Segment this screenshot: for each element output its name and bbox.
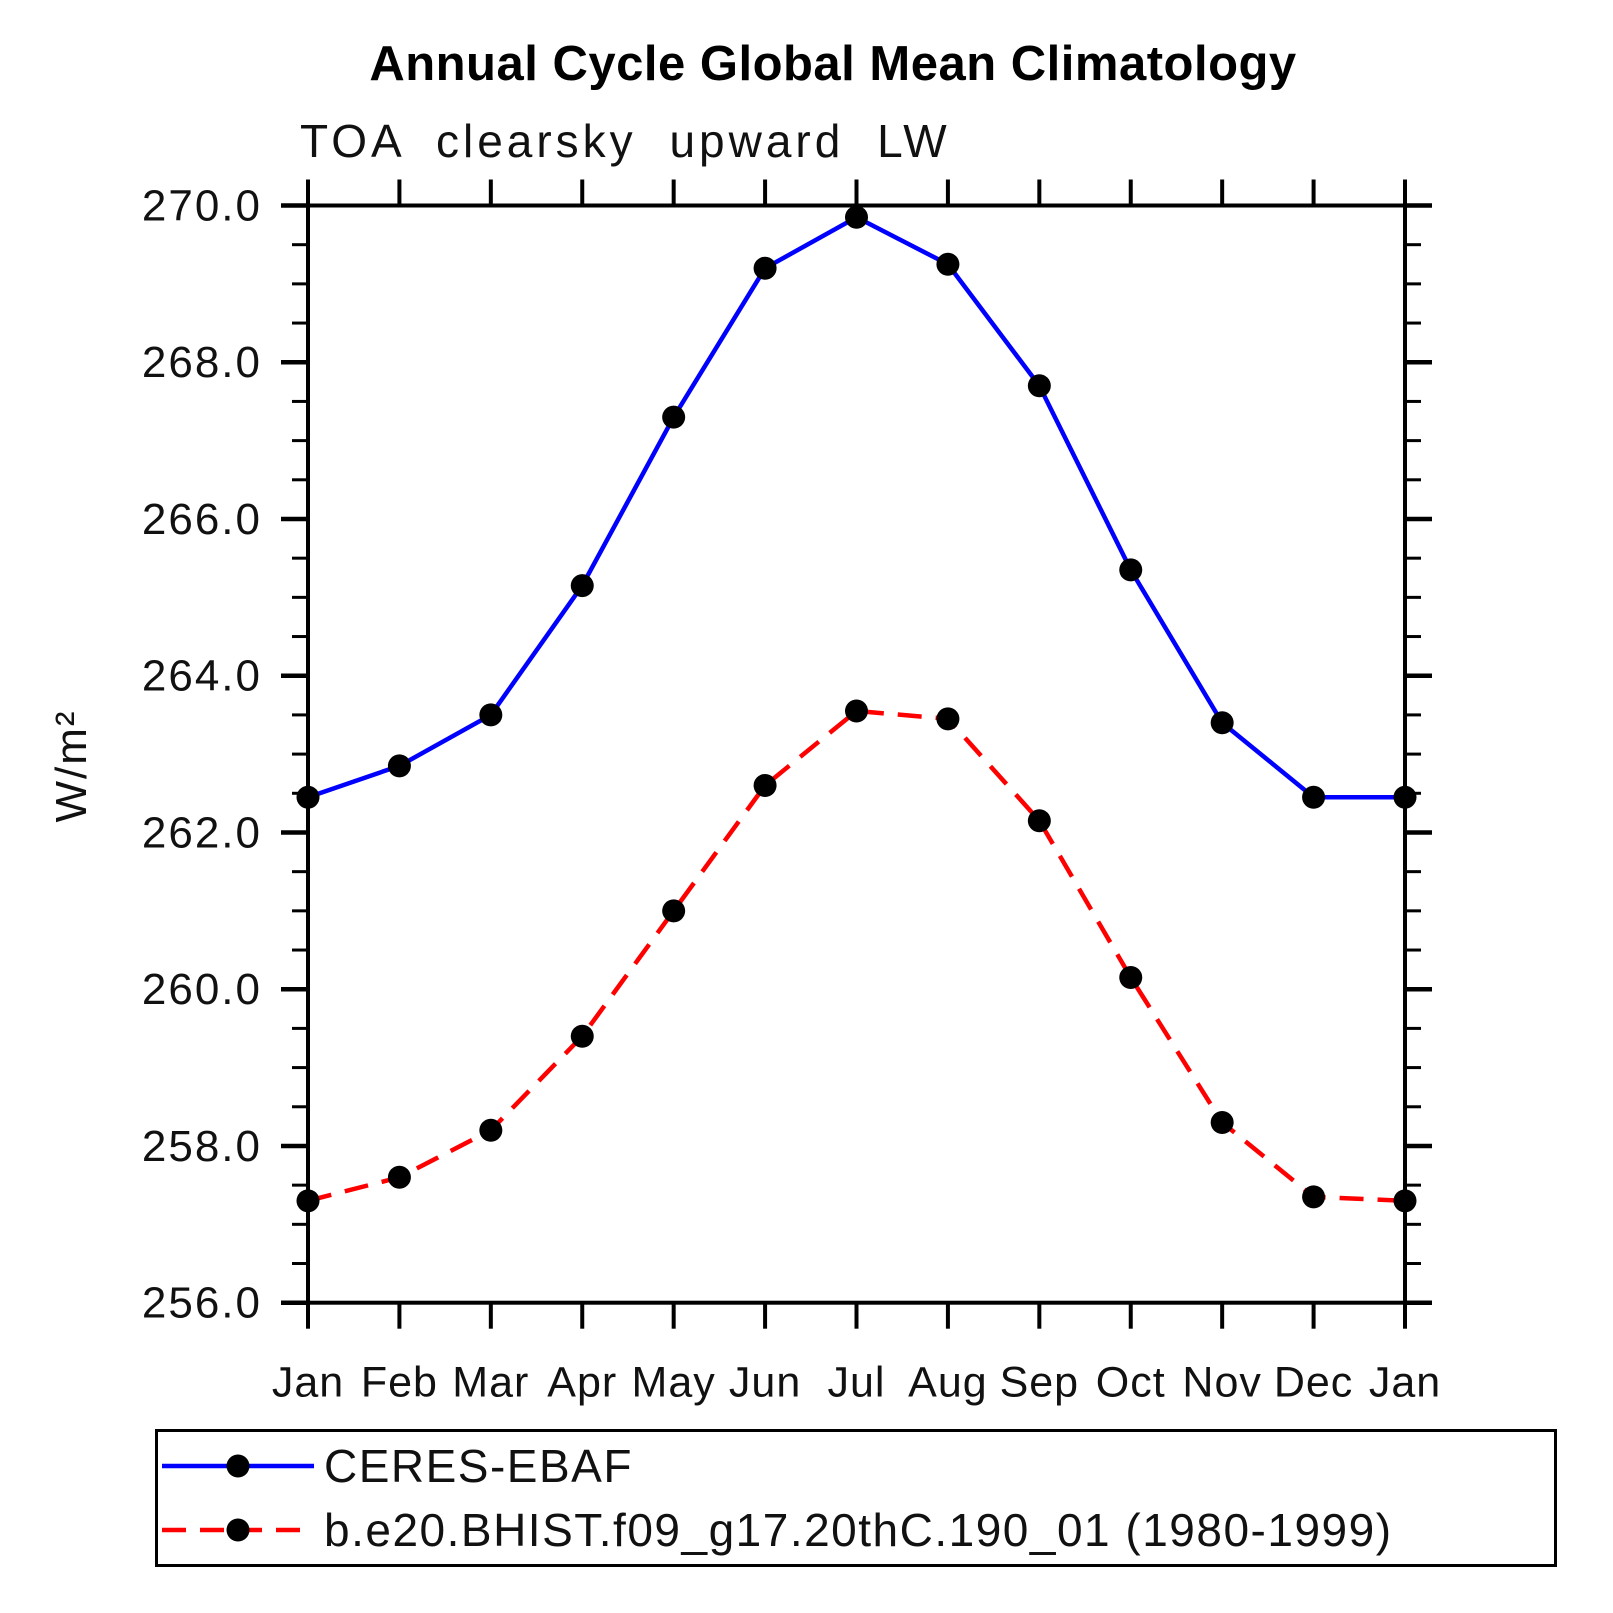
x-tick-label: Feb [361,1359,438,1407]
data-point-marker [1302,1185,1326,1209]
data-point-marker [296,1189,320,1213]
series-line-1 [307,708,1406,1204]
y-tick-label: 258.0 [142,1122,262,1171]
data-point-marker [570,574,594,598]
x-tick-label: Aug [908,1359,988,1407]
data-point-marker [1393,785,1417,809]
legend: CERES-EBAF b.e20.BHIST.f09_g17.20thC.190… [155,1429,1557,1567]
x-tick-label: Jan [272,1359,344,1407]
legend-label-model: b.e20.BHIST.f09_g17.20thC.190_01 (1980-1… [324,1504,1393,1556]
y-tick-label: 256.0 [142,1279,262,1328]
legend-label-ceres-ebaf: CERES-EBAF [324,1440,633,1492]
data-point-marker [1119,965,1143,989]
x-tick-label: Jul [828,1359,886,1407]
chart-title: Annual Cycle Global Mean Climatology [369,37,1297,91]
data-point-marker [1393,1189,1417,1213]
legend-item-model: b.e20.BHIST.f09_g17.20thC.190_01 (1980-1… [158,1498,1554,1562]
data-point-marker [1302,785,1326,809]
x-tick-label: Jun [729,1359,801,1407]
y-tick-label: 262.0 [142,808,262,857]
data-point-marker [296,785,320,809]
data-point-marker [1027,374,1051,398]
y-tick-label: 264.0 [142,652,262,701]
x-tick-label: Mar [452,1359,529,1407]
data-point-marker [570,1024,594,1048]
data-point-marker [936,252,960,276]
x-tick-label: Dec [1274,1359,1353,1407]
data-point-marker [1210,711,1234,735]
x-tick-label: Jan [1369,1359,1441,1407]
data-point-marker [936,707,960,731]
legend-line-dashed-icon [162,1518,314,1542]
y-tick-label: 266.0 [142,495,262,544]
data-point-marker [753,256,777,280]
y-tick-label: 268.0 [142,338,262,387]
data-point-marker [845,699,868,723]
data-point-marker [1210,1110,1234,1134]
y-tick-label: 260.0 [142,965,262,1014]
data-point-marker [845,205,868,229]
x-tick-label: Sep [1000,1359,1080,1407]
y-tick-label: 270.0 [142,182,262,231]
data-point-marker [1119,558,1143,582]
legend-line-solid-icon [162,1454,314,1478]
data-point-marker [662,899,686,923]
data-point-marker [479,1118,503,1142]
data-point-marker [387,754,411,778]
data-point-marker [387,1165,411,1189]
chart-subtitle: TOA clearsky upward LW [300,115,951,167]
plot-frame [306,203,1407,1305]
data-point-marker [662,405,686,429]
x-tick-label: Apr [547,1359,617,1407]
legend-item-ceres-ebaf: CERES-EBAF [158,1434,1554,1498]
data-point-marker [479,703,503,727]
x-tick-label: May [632,1359,716,1407]
x-tick-label: Nov [1182,1359,1261,1407]
data-point-marker [753,773,777,797]
data-point-marker [1027,809,1051,833]
x-tick-label: Oct [1096,1359,1166,1407]
